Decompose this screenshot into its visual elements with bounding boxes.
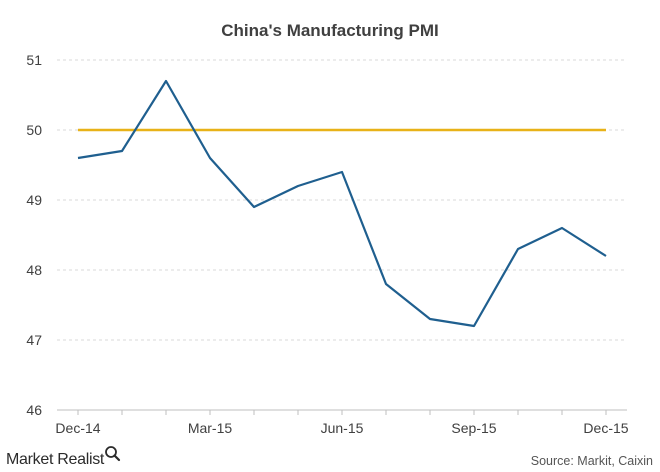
y-tick-label: 49 (26, 192, 42, 208)
x-tick-label: Sep-15 (451, 420, 496, 436)
market-realist-logo: Market Realist (6, 446, 121, 468)
grid-lines (57, 59, 627, 341)
series-lines (77, 79, 607, 328)
x-tick-label: Dec-15 (583, 420, 628, 436)
x-tick-label: Mar-15 (188, 420, 233, 436)
y-tick-label: 50 (26, 122, 42, 138)
magnifier-icon (105, 446, 121, 462)
logo-text: Market Realist (6, 451, 105, 468)
y-axis-ticks: 46 47 48 49 50 51 (26, 52, 42, 418)
y-tick-label: 51 (26, 52, 42, 68)
x-tick-label: Dec-14 (55, 420, 100, 436)
pmi-series-line (77, 79, 607, 328)
chart-title: China's Manufacturing PMI (221, 21, 439, 40)
y-tick-label: 48 (26, 262, 42, 278)
x-axis-ticks: Dec-14 Mar-15 Jun-15 Sep-15 Dec-15 (55, 410, 629, 436)
y-tick-label: 46 (26, 402, 42, 418)
source-note: Source: Markit, Caixin (531, 454, 653, 468)
y-tick-label: 47 (26, 332, 42, 348)
x-tick-label: Jun-15 (321, 420, 364, 436)
